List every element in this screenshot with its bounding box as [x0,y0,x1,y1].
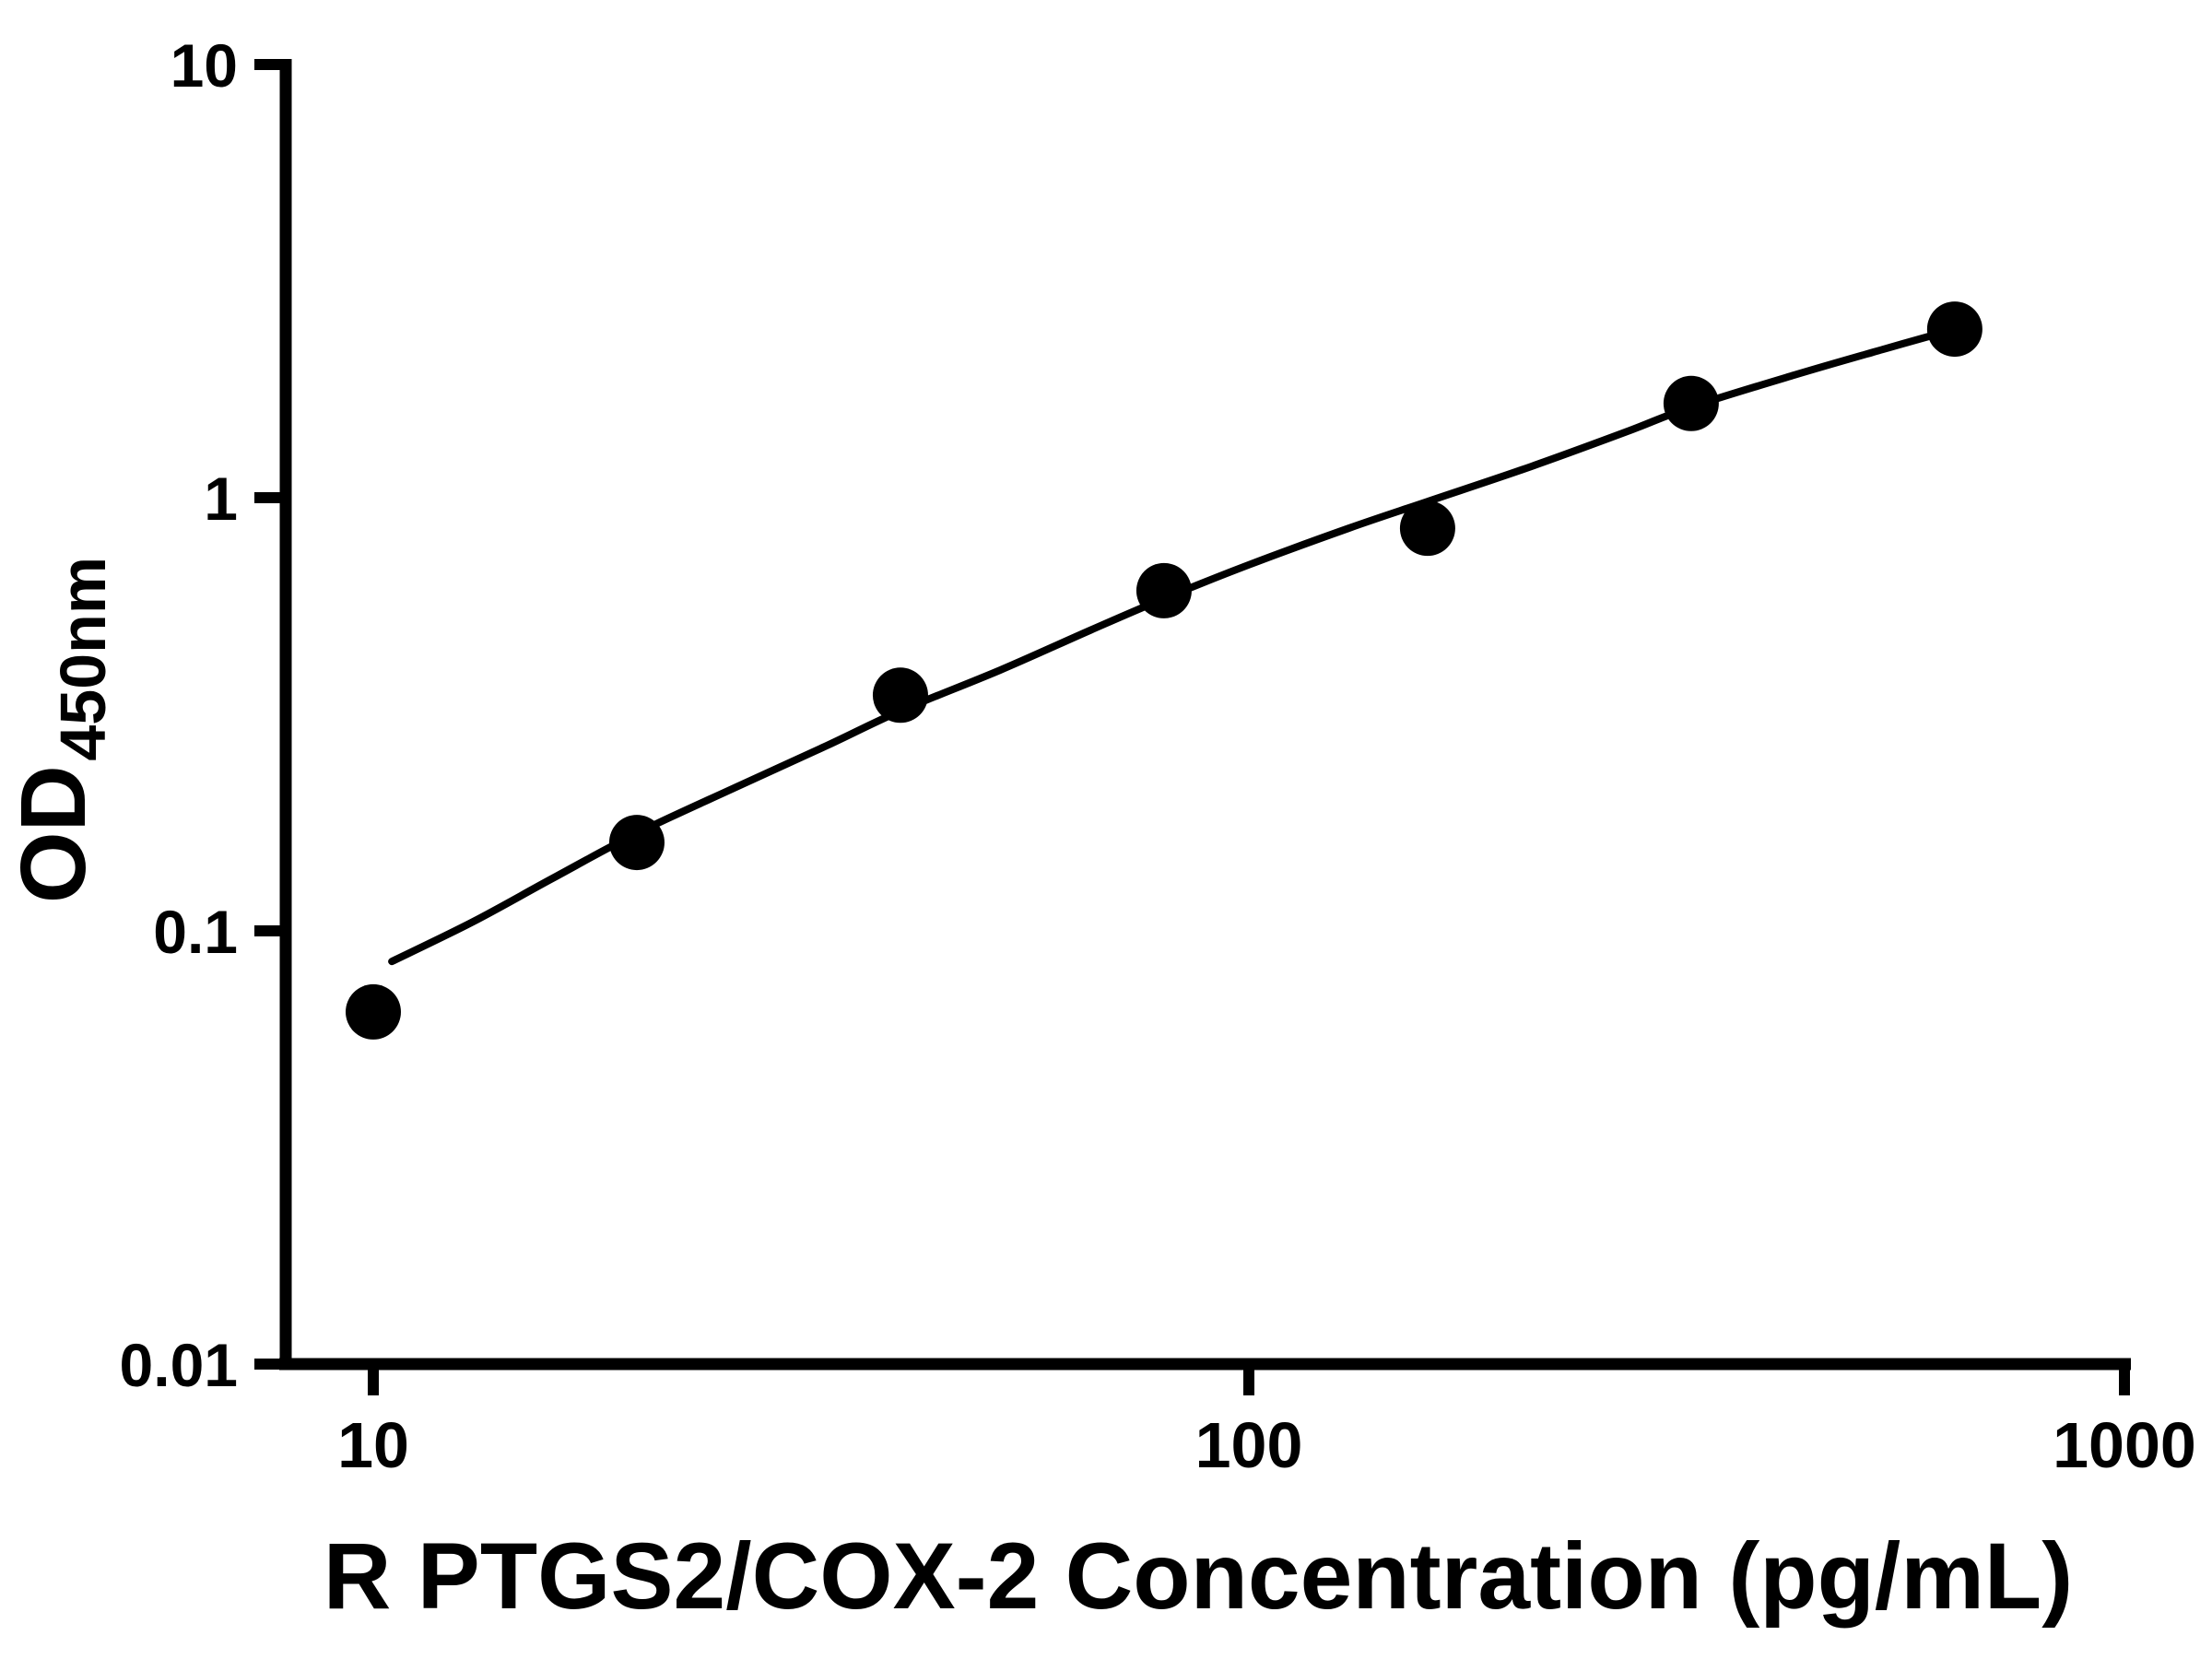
y-tick-label: 0.01 [120,1331,238,1399]
x-tick-label: 100 [1195,1409,1303,1481]
data-point [608,815,665,871]
data-point [1663,375,1719,431]
y-axis-title: OD 450nm [2,557,119,903]
data-point [872,667,928,724]
axes [279,59,2131,1371]
data-point [1135,562,1192,618]
y-tick-label: 0.1 [153,898,238,966]
y-tick-label: 10 [171,31,238,100]
y-axis-title-subscript: 450nm [47,557,119,761]
y-tick-label: 1 [204,465,238,533]
y-axis-title-main: OD [2,765,105,903]
tick-marks [254,59,2130,1395]
data-point [346,983,401,1040]
x-axis-title: R PTGS2/COX-2 Concentration (pg/mL) [324,1524,2073,1629]
x-tick-label: 1000 [2053,1409,2196,1481]
data-point [1926,301,1983,358]
x-tick-label: 10 [337,1409,409,1481]
tick-labels: 10 100 1000 0.01 0.1 1 10 [120,31,2196,1481]
data-point [1399,500,1455,557]
data-points-layer [346,301,1983,1040]
